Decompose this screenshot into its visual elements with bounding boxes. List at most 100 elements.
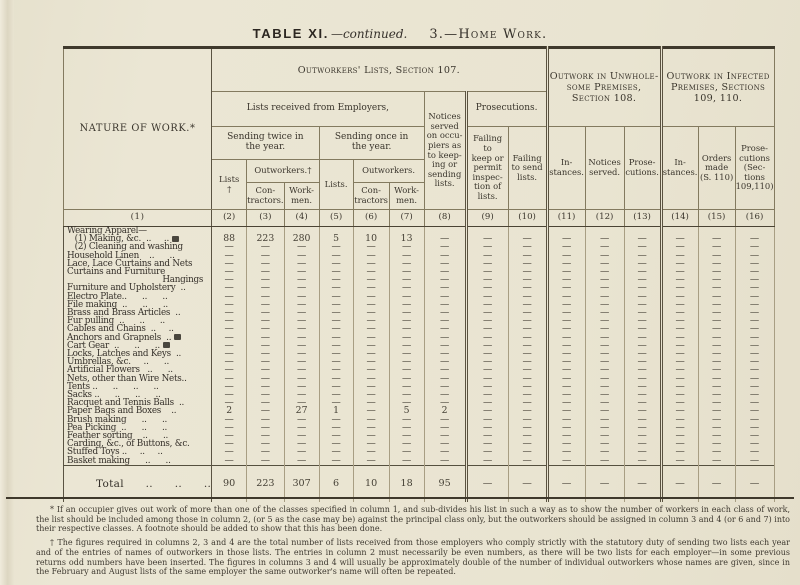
col-number: (3)	[246, 209, 285, 227]
table-row: Brass and Brass Articles .. — — — — — — — — — — — — —…	[63, 308, 775, 318]
table-row: Curtains and Furniture — — — — — — — — — — — — — — —	[63, 267, 775, 277]
col12-notices-served-header: Notices served.	[584, 126, 625, 210]
cell: —	[211, 456, 248, 466]
cell: —	[623, 456, 662, 466]
col7-workmen-header: Work- men.	[388, 182, 425, 210]
cell: —	[545, 456, 586, 466]
row-label: Fur pulling .. .. ..	[63, 317, 213, 326]
footnotes: * If an occupier gives out work of more …	[36, 505, 790, 581]
cell: —	[697, 341, 736, 350]
table-row: Basket making .. .. — — — — — — — — — — — — — — —	[63, 456, 775, 466]
cell: —	[697, 242, 736, 252]
cell: —	[697, 431, 736, 440]
cell: 95	[423, 464, 467, 502]
table-body: Wearing Apparel— (1) Making, &c. .. .. 88…	[63, 226, 775, 502]
cell: —	[246, 431, 285, 440]
row-label: Umbrellas, &c. .. ..	[63, 358, 213, 367]
table-row: Furniture and Upholstery .. — — — — — — — — — — — — —…	[63, 283, 775, 293]
col16-prosecutions-header: Prose- cutions (Sec- tions 109,110)	[734, 126, 775, 210]
row-label: Brass and Brass Articles ..	[63, 309, 213, 318]
ink-blot	[174, 334, 182, 341]
cell: —	[697, 447, 736, 457]
total-label: Total .. .. ..	[63, 464, 213, 502]
cell: —	[697, 349, 736, 358]
cell: —	[734, 464, 775, 502]
cell: —	[734, 341, 775, 350]
col-number: (14)	[659, 209, 699, 227]
cell: —	[246, 414, 285, 424]
cell: —	[246, 390, 285, 399]
row-label: Locks, Latches and Keys ..	[63, 350, 213, 359]
row-label: (1) Making, &c. .. ..	[63, 235, 213, 244]
cell: —	[246, 332, 285, 342]
cell: —	[659, 456, 699, 466]
column-number-row: (1) (2) (3) (4) (5) (6) (7) (8) (9) (10)…	[62, 209, 775, 227]
col2-lists-header: Lists †	[211, 159, 248, 210]
table-row: Brush making .. .. — — — — — — — — — — — — — — —	[63, 414, 775, 424]
row-label: Anchors and Grapnels ..	[63, 333, 213, 342]
table-row: Nets, other than Wire Nets.. — — — — — — — — — — — —…	[63, 373, 775, 383]
col-number: (8)	[423, 209, 467, 227]
cell: 223	[246, 234, 285, 243]
col14-instances-header: In- stances.	[659, 126, 699, 210]
cell: —	[246, 398, 285, 408]
col9-failing-keep-header: Failing to keep or permit inspec- tion o…	[464, 126, 509, 210]
cell: —	[734, 234, 775, 243]
row-label: Cables and Chains .. ..	[63, 325, 213, 334]
cell: —	[246, 357, 285, 367]
cell: —	[697, 357, 736, 367]
home-work-table: NATURE OF WORK.* Outworkers' Lists, Sect…	[62, 46, 775, 502]
cell: —	[734, 259, 775, 268]
cell: —	[246, 308, 285, 317]
row-label: Household Linen .. ..	[63, 251, 213, 260]
cell: —	[283, 456, 320, 466]
cell: —	[697, 439, 736, 449]
footnote-dagger: † The figures required in columns 2, 3 a…	[36, 538, 790, 577]
cell: —	[246, 439, 285, 449]
table-row: Pea Picking .. .. .. — — — — — — — — — — — — — — —	[63, 423, 775, 432]
table-number: TABLE XI.	[252, 26, 329, 41]
col13-prosecutions-header: Prose- cutions.	[623, 126, 662, 210]
cell: 90	[211, 464, 248, 502]
cell	[734, 226, 775, 236]
table-row: File making .. .. .. — — — — — — — — — — — — — — —	[63, 300, 775, 309]
cell: —	[423, 456, 467, 466]
cell: —	[734, 267, 775, 276]
cell: —	[246, 291, 285, 301]
cell: —	[734, 283, 775, 293]
cell: —	[734, 382, 775, 391]
cell: —	[734, 275, 775, 284]
cell: —	[734, 291, 775, 301]
footnote-divider-rule	[6, 497, 794, 499]
cell: —	[734, 406, 775, 416]
cell: —	[734, 349, 775, 358]
col-number: (7)	[388, 209, 425, 227]
section-107-header: Outworkers' Lists, Section 107.	[211, 47, 548, 92]
cell: —	[697, 414, 736, 424]
cell: —	[697, 234, 736, 243]
row-label: Lace, Lace Curtains and Nets	[63, 259, 213, 268]
cell: —	[246, 456, 285, 466]
cell: —	[388, 456, 425, 466]
page-title: TABLE XI. —continued. 3.—Home Work.	[0, 23, 800, 42]
col4-workmen-header: Work- men.	[283, 182, 320, 210]
row-label: Pea Picking .. .. ..	[63, 423, 213, 432]
cell: —	[697, 406, 736, 416]
cell	[246, 226, 285, 236]
cell: —	[697, 275, 736, 284]
cell: —	[246, 406, 285, 416]
cell: —	[697, 390, 736, 399]
cell: —	[464, 456, 509, 466]
section-109-header: Outwork in Infected Premises, Sections 1…	[659, 47, 775, 127]
row-label: Cart Gear .. .. ..	[63, 341, 213, 350]
table-row: Sacks .. .. .. .. — — — — — — — — — — — — — — —	[63, 390, 775, 400]
row-label: Furniture and Upholstery ..	[63, 284, 213, 293]
cell: —	[734, 373, 775, 383]
table-row: Paper Bags and Boxes .. 2—27 1—5 2— — — — — — — —	[63, 406, 775, 416]
row-label: Carding, &c., of Buttons, &c.	[63, 440, 213, 449]
cell: —	[697, 382, 736, 391]
row-label: Electro Plate.. .. ..	[63, 292, 213, 301]
table-row: Cart Gear .. .. .. — — — — — — — — — — — — — — —	[63, 341, 775, 350]
cell: —	[464, 464, 509, 502]
